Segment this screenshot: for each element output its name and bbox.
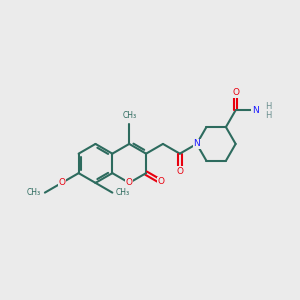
Text: O: O — [58, 178, 65, 188]
Text: H: H — [265, 111, 272, 120]
Text: O: O — [232, 88, 239, 97]
Text: N: N — [193, 140, 200, 148]
Text: CH₃: CH₃ — [122, 111, 136, 120]
Text: N: N — [252, 106, 259, 115]
Text: O: O — [126, 178, 133, 188]
Text: O: O — [176, 167, 183, 176]
Text: O: O — [158, 177, 165, 186]
Text: CH₃: CH₃ — [115, 188, 129, 197]
Text: CH₃: CH₃ — [26, 188, 40, 197]
Text: H: H — [265, 102, 272, 111]
